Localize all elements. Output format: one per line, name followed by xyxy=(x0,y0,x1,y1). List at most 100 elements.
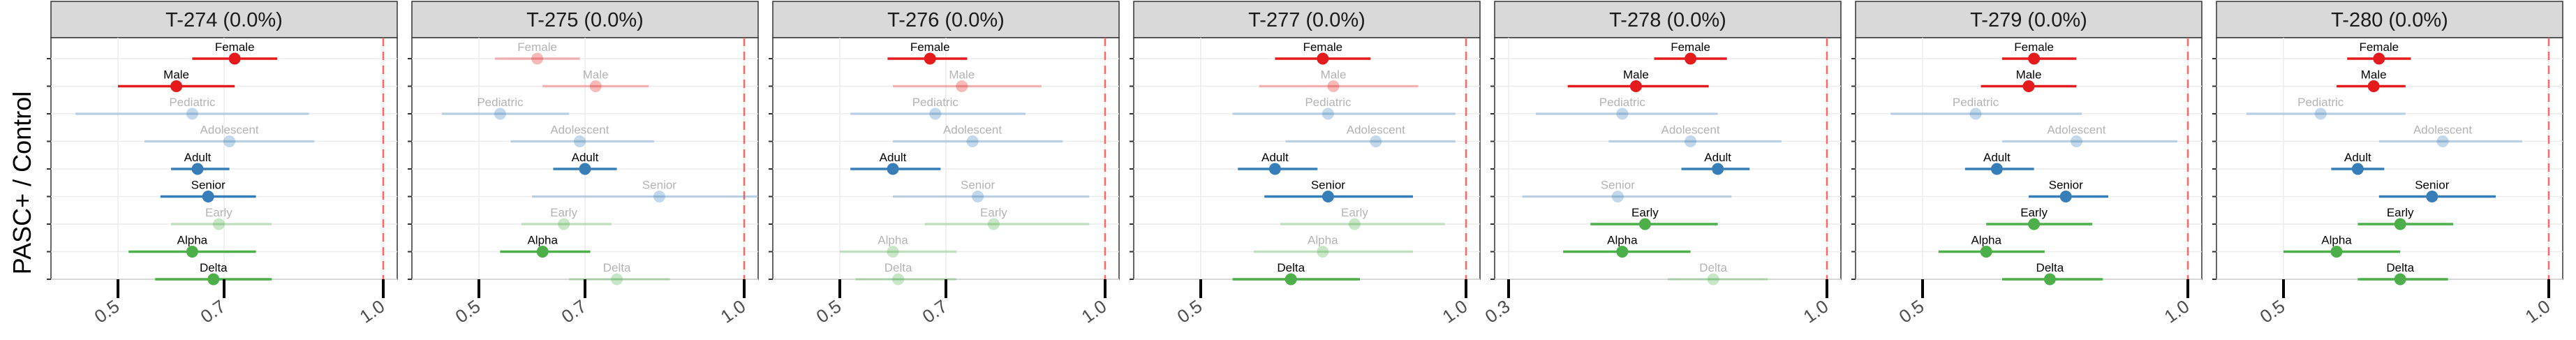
point-estimate xyxy=(892,273,905,286)
point-label: Adolescent xyxy=(550,124,609,137)
x-tick-label: 0.5 xyxy=(452,295,484,327)
facet-panel: T-275 (0.0%) Female Male Pediatric Adolescen… xyxy=(408,1,759,327)
point-estimate xyxy=(2394,273,2406,286)
point-estimate xyxy=(223,135,236,147)
point-label: Senior xyxy=(1601,179,1635,192)
point-label: Alpha xyxy=(878,234,908,247)
point-label: Early xyxy=(550,206,577,219)
point-estimate xyxy=(207,273,220,286)
point-estimate xyxy=(924,52,936,65)
point-estimate xyxy=(1980,246,1992,258)
point-estimate xyxy=(2022,80,2035,92)
point-estimate xyxy=(579,163,591,175)
point-estimate xyxy=(186,108,198,120)
facet-panel: T-277 (0.0%) Female Male Pediatric Adolescen… xyxy=(1130,1,1481,327)
point-label: Adolescent xyxy=(943,124,1002,137)
point-label: Early xyxy=(205,206,232,219)
x-tick-label: 0.5 xyxy=(813,295,845,327)
point-estimate xyxy=(1990,163,2003,175)
point-estimate xyxy=(531,52,544,65)
point-estimate xyxy=(2351,163,2364,175)
point-estimate xyxy=(987,218,1000,230)
point-label: Pediatric xyxy=(2297,96,2344,109)
point-estimate xyxy=(1638,218,1651,230)
point-estimate xyxy=(228,52,241,65)
point-label: Pediatric xyxy=(477,96,524,109)
point-label: Pediatric xyxy=(1305,96,1352,109)
point-estimate xyxy=(653,191,665,202)
point-label: Delta xyxy=(603,261,631,274)
point-label: Adult xyxy=(184,151,212,164)
point-estimate xyxy=(1285,273,1297,286)
point-estimate xyxy=(2367,80,2380,92)
point-estimate xyxy=(2330,246,2343,258)
panel-strip xyxy=(772,1,1120,38)
point-estimate xyxy=(966,135,979,147)
point-label: Adult xyxy=(1261,151,1289,164)
point-estimate xyxy=(611,273,623,286)
point-label: Alpha xyxy=(177,234,208,247)
point-estimate xyxy=(494,108,506,120)
point-estimate xyxy=(1969,108,1982,120)
x-tick-label: 1.0 xyxy=(2161,295,2193,327)
point-estimate xyxy=(2028,218,2041,230)
point-label: Female xyxy=(1671,40,1710,54)
facet-panel: T-274 (0.0%) Female Male Pediatric Adolescen… xyxy=(47,1,398,327)
facet-panel: T-280 (0.0%) Female Male Pediatric Adolescen… xyxy=(2212,1,2563,327)
point-label: Pediatric xyxy=(912,96,959,109)
point-estimate xyxy=(1322,191,1334,202)
point-estimate xyxy=(191,163,204,175)
point-label: Delta xyxy=(1277,261,1305,274)
point-label: Alpha xyxy=(527,234,558,247)
point-estimate xyxy=(2043,273,2056,286)
point-estimate xyxy=(972,191,984,202)
point-label: Early xyxy=(1631,206,1659,219)
y-axis-label: PASC+ / Control xyxy=(8,91,36,274)
panel-strip xyxy=(1494,1,1842,38)
point-label: Female xyxy=(2014,40,2054,54)
point-estimate xyxy=(2426,191,2438,202)
point-label: Male xyxy=(1321,68,1347,82)
point-label: Male xyxy=(949,68,975,82)
plot-area xyxy=(1133,37,1481,280)
point-label: Delta xyxy=(2386,261,2414,274)
point-estimate xyxy=(1317,246,1329,258)
point-label: Adult xyxy=(2344,151,2371,164)
facet-panel: T-278 (0.0%) Female Male Pediatric Adolescen… xyxy=(1481,1,1842,327)
facet-panels: T-274 (0.0%) Female Male Pediatric Adolescen… xyxy=(47,1,2563,327)
panel-title: T-275 (0.0%) xyxy=(526,9,644,31)
point-estimate xyxy=(2373,52,2385,65)
point-estimate xyxy=(1322,108,1334,120)
point-estimate xyxy=(2070,135,2082,147)
x-tick-label: 0.7 xyxy=(558,295,591,327)
point-label: Senior xyxy=(191,179,225,192)
panel-strip xyxy=(2216,1,2563,38)
point-label: Senior xyxy=(1311,179,1345,192)
point-estimate xyxy=(589,80,602,92)
point-estimate xyxy=(1317,52,1329,65)
point-label: Delta xyxy=(1699,261,1727,274)
point-label: Pediatric xyxy=(1953,96,1999,109)
panel-strip xyxy=(1133,1,1481,38)
point-estimate xyxy=(186,246,198,258)
point-estimate xyxy=(1685,52,1697,65)
point-label: Alpha xyxy=(1308,234,1338,247)
point-estimate xyxy=(170,80,183,92)
x-tick-label: 0.7 xyxy=(919,295,952,327)
point-label: Delta xyxy=(884,261,912,274)
point-label: Senior xyxy=(642,179,676,192)
point-label: Adult xyxy=(572,151,599,164)
panel-strip xyxy=(411,1,759,38)
point-label: Female xyxy=(910,40,950,54)
point-label: Male xyxy=(1623,68,1649,82)
point-label: Adult xyxy=(1704,151,1731,164)
point-estimate xyxy=(573,135,586,147)
point-label: Adolescent xyxy=(200,124,259,137)
point-label: Pediatric xyxy=(1599,96,1646,109)
panel-title: T-280 (0.0%) xyxy=(2331,9,2448,31)
point-estimate xyxy=(1327,80,1340,92)
point-label: Delta xyxy=(200,261,228,274)
point-label: Early xyxy=(2020,206,2048,219)
point-label: Senior xyxy=(961,179,995,192)
x-tick-label: 1.0 xyxy=(717,295,750,327)
